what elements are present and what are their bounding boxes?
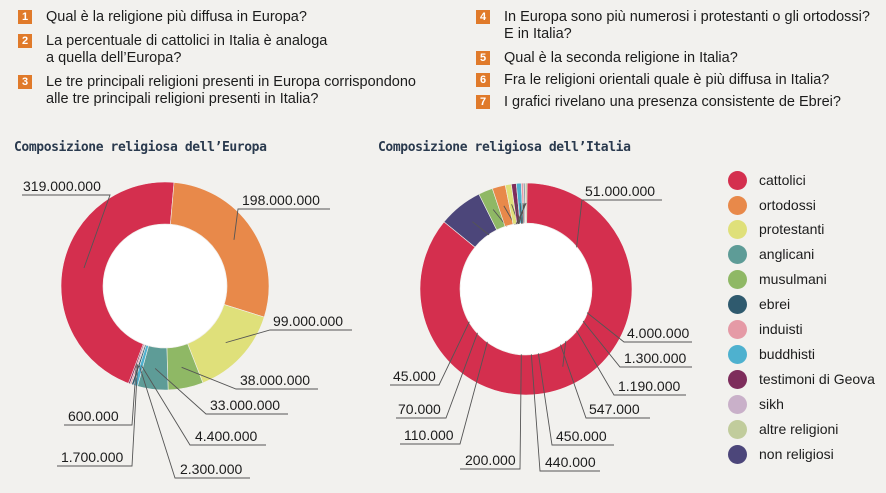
legend-swatch — [728, 195, 747, 215]
question-5: 5 Qual è la seconda religione in Italia? — [476, 50, 738, 67]
legend-item: buddhisti — [728, 344, 815, 364]
value-label-ortodossi: 198.000.000 — [242, 192, 320, 208]
legend-label: protestanti — [759, 221, 825, 237]
leader-line — [181, 366, 318, 390]
value-label-ebrei: 110.000 — [404, 427, 454, 443]
leader-line — [141, 365, 266, 446]
legend-item: non religiosi — [728, 444, 834, 464]
leader-line — [233, 208, 330, 240]
donut-hole — [103, 224, 227, 348]
question-number: 7 — [476, 95, 490, 109]
legend-swatch — [728, 344, 747, 364]
slice-altre-religioni — [525, 182, 528, 224]
question-3: 3 Le tre principali religioni presenti i… — [18, 74, 416, 108]
legend-swatch — [728, 170, 747, 190]
donut-hole — [460, 223, 592, 355]
italy-donut-chart: 51.000.000 4.000.000 1.300.000 1.190.000 547… — [390, 182, 692, 472]
question-text: In Europa sono più numerosi i protestant… — [504, 9, 870, 42]
question-text: Le tre principali religioni presenti in … — [46, 74, 416, 107]
value-label-sikh: 70.000 — [398, 401, 441, 417]
leader-line — [64, 363, 137, 426]
value-label-ortodossi: 1.190.000 — [618, 378, 680, 394]
leader-line — [138, 364, 250, 479]
value-label-protestanti: 99.000.000 — [273, 313, 343, 329]
legend-swatch — [728, 219, 747, 239]
legend-label: induisti — [759, 321, 803, 337]
legend-item: ebrei — [728, 294, 790, 314]
legend-label: cattolici — [759, 172, 806, 188]
legend-item: altre religioni — [728, 419, 838, 439]
leader-line — [154, 368, 288, 415]
value-label-musulmani: 1.300.000 — [624, 350, 686, 366]
value-label-cattolici: 319.000.000 — [23, 178, 101, 194]
questions-block: 1 Qual è la religione più diffusa in Eur… — [0, 0, 886, 120]
question-text: I grafici rivelano una presenza consiste… — [504, 94, 841, 110]
legend-label: sikh — [759, 396, 784, 412]
legend-item: induisti — [728, 319, 803, 339]
value-label-musulmani: 38.000.000 — [240, 372, 310, 388]
value-label-protestanti: 547.000 — [589, 401, 640, 417]
legend-swatch — [728, 419, 747, 439]
leader-line — [57, 364, 139, 467]
question-2: 2 La percentuale di cattolici in Italia … — [18, 33, 327, 67]
legend-item: cattolici — [728, 170, 806, 190]
legend-item: ortodossi — [728, 195, 816, 215]
value-label-buddhisti: 440.000 — [545, 454, 596, 470]
italy-chart-title: Composizione religiosa dell’Italia — [378, 140, 631, 155]
legend-swatch — [728, 394, 747, 414]
question-1: 1 Qual è la religione più diffusa in Eur… — [18, 9, 307, 26]
value-label-non-religiosi: 4.000.000 — [627, 325, 689, 341]
value-label-testimoni-di-geova: 450.000 — [556, 428, 607, 444]
legend-label: non religiosi — [759, 446, 834, 462]
slice-ortodossi — [170, 182, 270, 318]
question-number: 3 — [18, 75, 32, 89]
legend-label: buddhisti — [759, 346, 816, 362]
question-text: Fra le religioni orientali quale è più d… — [504, 72, 830, 88]
question-text: Qual è la religione più diffusa in Europ… — [46, 9, 307, 25]
legend-label: testimoni di Geova — [759, 371, 875, 387]
legend-swatch — [728, 444, 747, 464]
question-number: 2 — [18, 34, 32, 48]
legend-item: sikh — [728, 394, 784, 414]
question-number: 6 — [476, 73, 490, 87]
value-label-testimoni-di-geova: 600.000 — [68, 408, 119, 424]
question-4: 4 In Europa sono più numerosi i protesta… — [476, 9, 870, 43]
value-label-ebrei: 2.300.000 — [180, 461, 242, 477]
legend-label: ortodossi — [759, 197, 816, 213]
question-number: 4 — [476, 10, 490, 24]
legend-item: testimoni di Geova — [728, 369, 875, 389]
value-label-buddhisti: 4.400.000 — [195, 428, 257, 444]
value-label-anglicani: 33.000.000 — [210, 397, 280, 413]
legend-swatch — [728, 269, 747, 289]
leader-line — [22, 194, 111, 269]
legend-label: anglicani — [759, 246, 815, 262]
question-number: 1 — [18, 10, 32, 24]
value-label-altre-religioni: 45.000 — [393, 368, 436, 384]
legend-item: anglicani — [728, 244, 814, 264]
legend-item: musulmani — [728, 269, 827, 289]
legend-label: musulmani — [759, 271, 827, 287]
europe-chart-title: Composizione religiosa dell’Europa — [14, 140, 267, 155]
question-text: La percentuale di cattolici in Italia è … — [46, 33, 328, 66]
europe-donut-chart: 319.000.000 198.000.000 99.000.000 38.000.0… — [22, 178, 352, 479]
legend-label: ebrei — [759, 296, 791, 312]
legend-swatch — [728, 319, 747, 339]
value-label-induisti: 1.700.000 — [61, 449, 123, 465]
slice-cattolici — [60, 181, 175, 385]
legend-label: altre religioni — [759, 421, 839, 437]
question-number: 5 — [476, 51, 490, 65]
slice-cattolici — [419, 182, 633, 396]
legend-swatch — [728, 244, 747, 264]
legend-swatch — [728, 369, 747, 389]
leader-line — [225, 329, 352, 344]
question-text: Qual è la seconda religione in Italia? — [504, 50, 738, 66]
value-label-induisti: 200.000 — [465, 452, 516, 468]
question-6: 6 Fra le religioni orientali quale è più… — [476, 72, 829, 89]
legend-swatch — [728, 294, 747, 314]
question-7: 7 I grafici rivelano una presenza consis… — [476, 94, 841, 111]
value-label-cattolici: 51.000.000 — [585, 183, 655, 199]
legend-item: protestanti — [728, 219, 824, 239]
